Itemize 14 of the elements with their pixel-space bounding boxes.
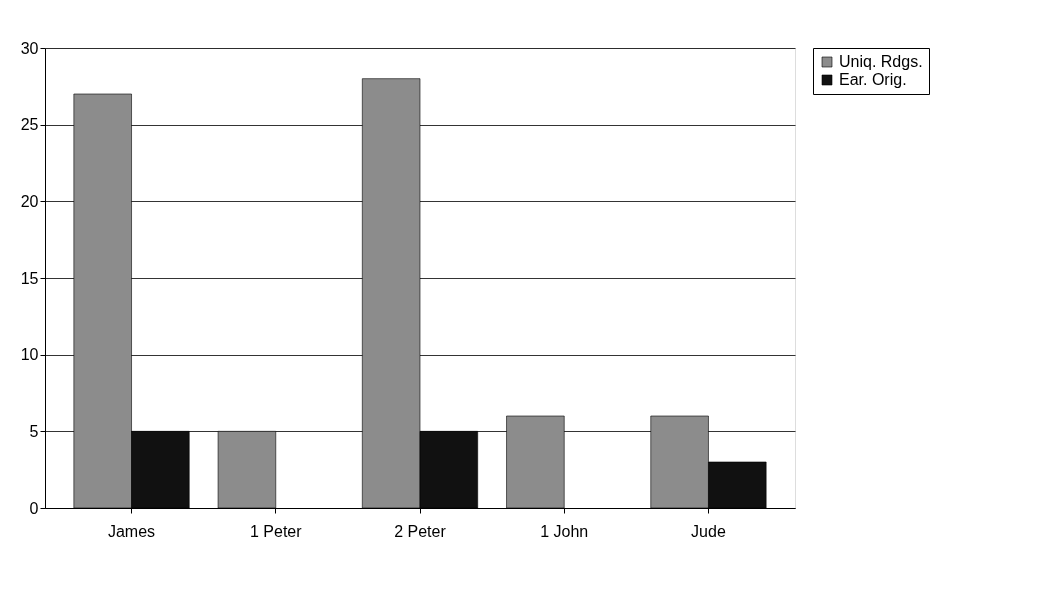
x-tick-label: Jude (691, 522, 726, 540)
y-tick-label: 30 (20, 39, 39, 57)
y-tick-label: 5 (29, 422, 39, 440)
y-tick-label: 25 (20, 116, 39, 134)
x-tick-label: 1 John (540, 522, 589, 540)
y-tick-label: 15 (20, 269, 39, 287)
y-tick-label: 0 (29, 499, 39, 517)
x-tick-label: 2 Peter (394, 522, 447, 540)
legend-label: Ear. Orig. (839, 71, 907, 88)
x-tick-label: 1 Peter (249, 522, 303, 540)
y-tick-label: 10 (20, 346, 39, 364)
y-tick-label: 20 (20, 192, 39, 210)
legend-label: Uniq. Rdgs. (839, 53, 923, 70)
x-tick-label: James (107, 522, 156, 540)
